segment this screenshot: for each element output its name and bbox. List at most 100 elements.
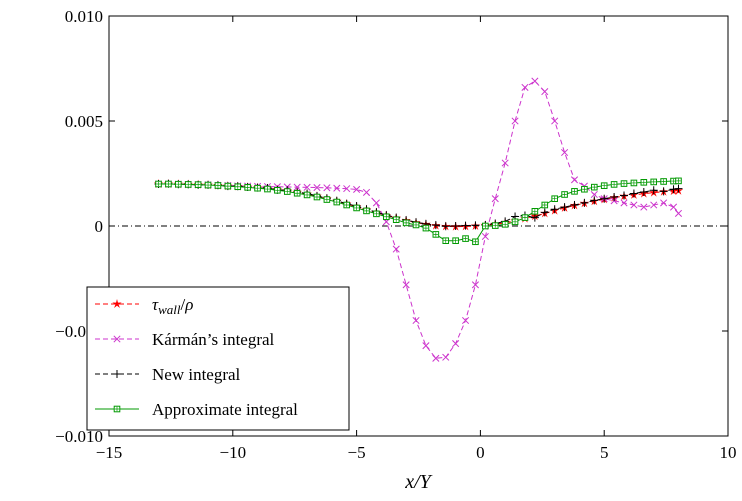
data-point <box>629 189 638 198</box>
data-point <box>431 221 440 230</box>
data-point <box>293 183 301 191</box>
series-layer <box>153 77 684 362</box>
data-point-inner <box>473 239 478 244</box>
data-point-inner <box>285 189 290 194</box>
legend-entry: Kármán’s integral <box>95 330 275 349</box>
data-point-inner <box>542 202 547 208</box>
data-point-inner <box>374 211 379 217</box>
data-point <box>511 117 519 125</box>
data-point <box>323 184 331 192</box>
data-point <box>600 194 609 203</box>
data-point-inner <box>255 186 260 191</box>
data-point-inner <box>463 236 468 241</box>
data-point <box>640 203 648 211</box>
data-point-inner <box>304 192 310 198</box>
data-point-inner <box>294 191 300 196</box>
data-point-inner <box>493 223 498 228</box>
data-point-inner <box>532 209 538 214</box>
data-point-inner <box>602 183 607 188</box>
data-point <box>620 191 629 200</box>
data-point <box>452 340 460 348</box>
series-line <box>158 183 679 227</box>
legend-label: New integral <box>152 365 241 384</box>
data-point-inner <box>433 232 439 237</box>
y-tick-label: 0.005 <box>65 112 103 131</box>
data-point <box>353 185 361 194</box>
data-point-inner <box>631 180 637 186</box>
data-point <box>659 187 668 196</box>
series-3 <box>155 177 682 246</box>
data-point <box>402 281 410 289</box>
data-point-inner <box>265 186 270 192</box>
data-point <box>541 88 549 96</box>
data-point-inner <box>661 179 666 184</box>
legend-entry: τwall/ρ <box>95 295 193 317</box>
data-point <box>343 185 351 193</box>
x-tick-label: 5 <box>600 443 609 462</box>
data-point <box>570 201 579 209</box>
data-point <box>422 342 430 350</box>
data-point-inner <box>592 184 597 190</box>
data-point-inner <box>413 222 419 228</box>
series-line <box>158 183 679 228</box>
data-point <box>560 203 569 212</box>
data-point <box>441 222 450 231</box>
data-point-inner <box>611 182 617 187</box>
data-point <box>674 209 683 217</box>
data-point-inner <box>394 217 399 222</box>
data-point <box>551 117 559 125</box>
data-point <box>540 208 549 217</box>
data-point-inner <box>235 184 240 189</box>
data-point-inner <box>275 188 280 193</box>
data-point-inner <box>186 182 191 187</box>
data-point <box>501 159 509 167</box>
data-point-inner <box>195 182 201 187</box>
data-point-inner <box>483 223 488 229</box>
data-point <box>590 190 598 199</box>
data-point-inner <box>225 183 231 189</box>
data-point-inner <box>582 187 587 192</box>
x-axis-title: x/Y <box>404 471 432 493</box>
data-point-inner <box>403 220 409 226</box>
data-point <box>471 281 480 289</box>
data-point <box>550 205 559 214</box>
data-point-inner <box>324 197 330 202</box>
data-point <box>491 195 499 203</box>
data-point <box>481 232 489 241</box>
data-point <box>451 222 460 230</box>
data-point <box>669 203 678 211</box>
data-point <box>530 213 539 222</box>
data-point <box>649 186 658 195</box>
data-point-inner <box>364 208 369 214</box>
legend-label: Approximate integral <box>152 400 298 419</box>
data-point <box>432 354 440 362</box>
legend-marker <box>113 335 121 343</box>
data-point-inner <box>443 238 448 243</box>
data-point-inner <box>423 225 429 231</box>
data-point <box>639 187 648 196</box>
data-point <box>590 196 599 205</box>
data-point <box>303 183 311 191</box>
data-point-inner <box>314 194 320 200</box>
data-point <box>570 176 579 184</box>
legend-entry: New integral <box>95 365 241 384</box>
data-point <box>313 184 321 192</box>
data-point <box>362 188 371 196</box>
legend-label: τwall/ρ <box>152 295 193 317</box>
data-point <box>580 198 589 207</box>
data-point <box>521 83 529 91</box>
x-tick-label: 0 <box>476 443 485 462</box>
x-tick-label: −10 <box>220 443 247 462</box>
data-point-inner <box>671 178 676 184</box>
data-point <box>531 77 539 85</box>
legend-label: Kármán’s integral <box>152 330 275 349</box>
x-tick-label: −15 <box>96 443 123 462</box>
data-point <box>620 199 628 207</box>
legend: τwall/ρ Kármán’s integral New integral Appr… <box>86 286 350 431</box>
y-tick-label: −0.010 <box>55 427 103 446</box>
data-point-inner <box>453 238 458 243</box>
data-point <box>461 316 470 325</box>
data-point-inner <box>512 219 518 224</box>
data-point <box>674 184 683 193</box>
